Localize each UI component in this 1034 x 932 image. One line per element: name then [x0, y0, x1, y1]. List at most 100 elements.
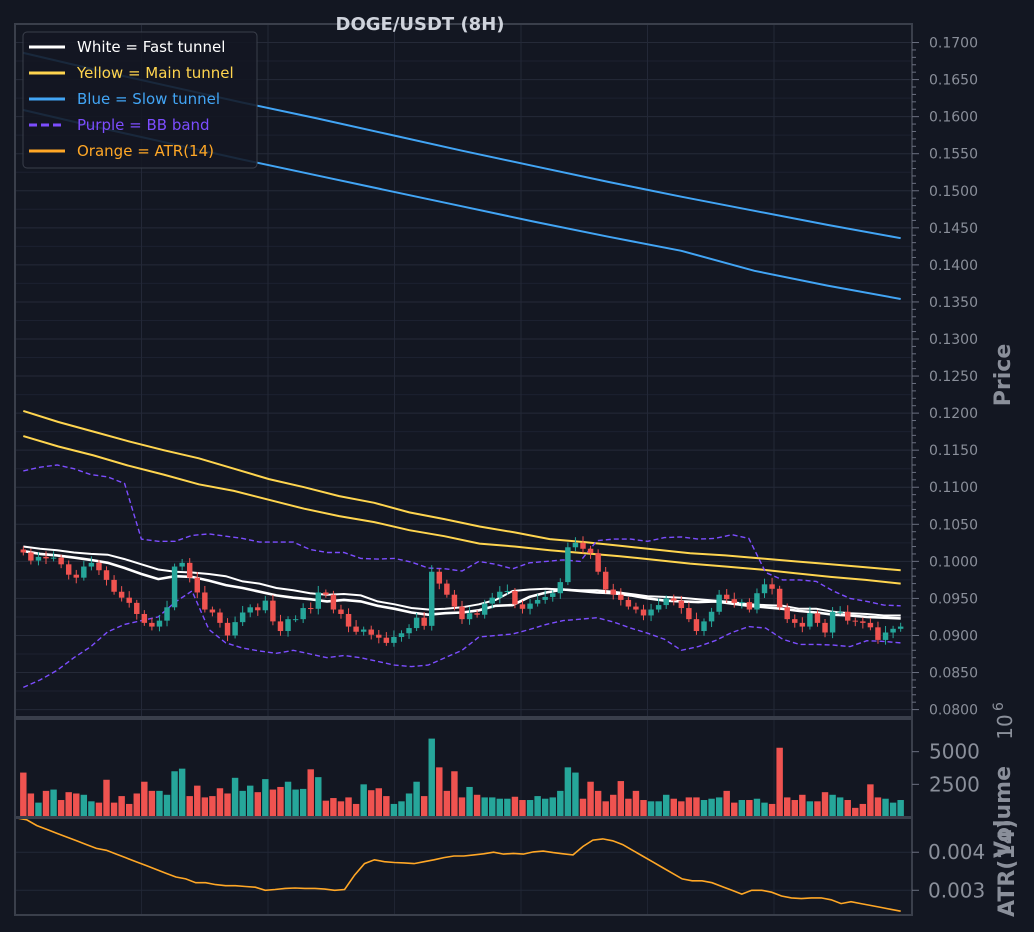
volume-bar [768, 803, 776, 817]
price-tick-label: 0.1350 [929, 295, 978, 311]
candle-body [640, 609, 647, 616]
volume-bar [330, 798, 337, 817]
candle-body [686, 608, 692, 620]
volume-bar [579, 798, 587, 817]
candle-body [897, 626, 904, 629]
volume-bar [557, 790, 564, 817]
candle-body [776, 588, 783, 608]
volume-bar [118, 796, 125, 817]
atr-tick-label: 0.003 [928, 878, 985, 902]
candle-body [368, 629, 374, 635]
volume-bar [133, 793, 140, 817]
candle-body [20, 549, 27, 553]
candles [20, 536, 904, 647]
volume-bar [466, 786, 473, 817]
atr-axis-label: ATR(14) [995, 819, 1020, 917]
volume-bar [35, 802, 42, 817]
volume-bar [632, 790, 640, 817]
volume-bar [806, 801, 814, 817]
atr-line-group [16, 817, 901, 912]
candle-body [610, 589, 616, 595]
candle-body [799, 622, 806, 627]
volume-bar [413, 781, 420, 817]
volume-bar [700, 800, 708, 817]
volume-bar [239, 790, 246, 817]
volume-bar [662, 794, 670, 817]
candle-body [867, 622, 874, 628]
price-tick-label: 0.1650 [929, 73, 978, 89]
volume-bar [708, 798, 715, 817]
candle-body [527, 603, 533, 609]
volume-bar [337, 801, 345, 817]
candle-body [391, 636, 397, 643]
price-tick-label: 0.0950 [929, 591, 978, 607]
candle-body [73, 574, 79, 578]
volume-bar [647, 801, 655, 817]
price-tick-label: 0.1100 [929, 480, 978, 496]
volume-bar [224, 793, 231, 817]
candle-body [497, 591, 503, 598]
candle-body [754, 593, 760, 610]
volume-bar [360, 784, 367, 817]
volume-bar [715, 797, 723, 817]
price-tick-label: 0.1050 [929, 517, 978, 533]
volume-bar [299, 788, 307, 817]
volume-bar [368, 790, 375, 817]
candle-body [353, 626, 359, 632]
candle-body [466, 613, 473, 620]
volume-bar [610, 794, 617, 817]
volume-bar [322, 800, 330, 817]
candle-body [65, 564, 72, 575]
candle-body [149, 622, 155, 627]
price-tick-label: 0.1600 [929, 110, 978, 126]
volume-bar [57, 800, 65, 817]
candle-body [338, 609, 344, 614]
volume-bar [156, 790, 163, 817]
volume-bar [670, 798, 677, 817]
candle-body [96, 562, 102, 571]
candle-body [444, 583, 450, 595]
volume-bar [428, 738, 435, 817]
candle-body [330, 594, 337, 610]
volume-bar [897, 800, 904, 817]
volume-bar [390, 803, 398, 817]
volume-bar [307, 769, 314, 817]
candle-body [156, 620, 163, 627]
volume-bar [594, 790, 602, 817]
volume-bar [262, 779, 269, 817]
volume-bar [882, 798, 889, 817]
candle-body [814, 613, 821, 623]
candle-body [224, 622, 231, 636]
volume-bar [375, 788, 383, 817]
candle-body [300, 608, 306, 620]
volume-bar [186, 796, 193, 817]
candle-body [383, 637, 390, 643]
candle-body [421, 617, 427, 626]
candle-body [398, 633, 405, 637]
price-tick-label: 0.1200 [929, 406, 978, 422]
volume-multiplier: 10 6 [991, 702, 1017, 740]
price-tick-label: 0.0800 [929, 703, 978, 719]
candle-body [572, 542, 579, 548]
volume-bar [247, 785, 254, 817]
volume-bar [216, 788, 224, 817]
volume-bar [783, 797, 791, 817]
volume-bar [723, 790, 730, 817]
candle-body [451, 594, 458, 607]
volume-bar [791, 800, 798, 817]
candle-body [406, 628, 412, 634]
volume-bar [95, 802, 103, 817]
candle-body [179, 562, 185, 567]
volume-tick-label: 2500 [929, 772, 980, 796]
candle-body [542, 596, 548, 600]
candle-body [844, 611, 851, 621]
candle-body [595, 553, 601, 572]
volume-axis-ticks: 2500 5000 [912, 740, 980, 796]
candle-body [186, 562, 193, 578]
candle-body [860, 621, 866, 623]
legend-entry-label: Blue = Slow tunnel [77, 90, 220, 108]
atr-panel-frame [14, 817, 913, 916]
candle-body [429, 571, 435, 626]
volume-bar [284, 781, 292, 817]
